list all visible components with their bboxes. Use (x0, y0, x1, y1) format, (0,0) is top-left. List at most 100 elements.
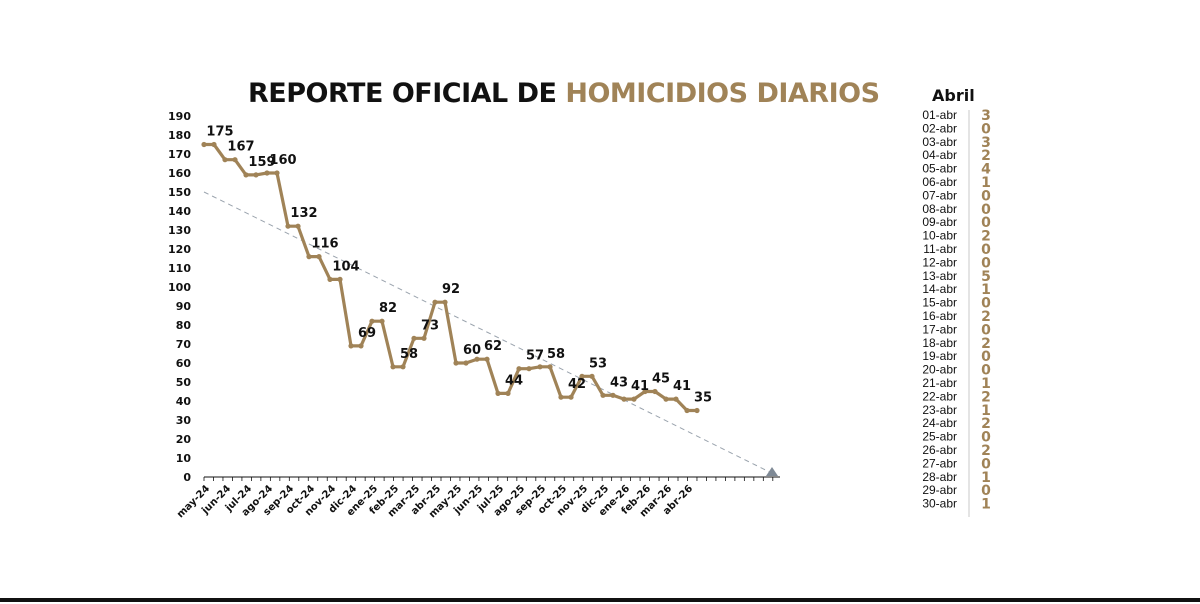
april-date: 17-abr (922, 322, 957, 336)
data-point (337, 276, 343, 282)
april-value: 3 (981, 135, 991, 151)
april-date: 22-abr (922, 389, 957, 403)
data-label: 160 (269, 153, 296, 168)
data-point (253, 172, 259, 178)
data-point (652, 388, 658, 395)
y-tick-label: 10 (176, 452, 192, 465)
april-date: 18-abr (922, 336, 957, 350)
x-axis: may-24jun-24jul-24ago-24sep-24oct-24nov-… (175, 476, 780, 520)
data-point (453, 360, 459, 366)
data-point (442, 299, 448, 305)
april-value: 0 (981, 296, 991, 312)
april-date: 27-abr (922, 456, 957, 470)
data-point (274, 170, 280, 176)
data-point (432, 299, 438, 305)
data-label: 132 (290, 206, 317, 221)
april-value: 2 (981, 336, 991, 352)
april-date: 19-abr (922, 349, 957, 363)
y-tick-label: 150 (168, 186, 191, 199)
series-layer (201, 141, 700, 414)
y-tick-label: 80 (176, 319, 192, 332)
data-point (316, 254, 322, 260)
trend-arrow-icon (766, 467, 778, 476)
y-tick-label: 190 (168, 110, 191, 123)
y-tick-label: 70 (176, 338, 192, 351)
april-value: 0 (981, 215, 991, 231)
data-label: 41 (673, 379, 691, 394)
april-date: 20-abr (922, 363, 957, 377)
april-date: 14-abr (922, 282, 957, 296)
april-value: 1 (981, 497, 991, 513)
data-point (600, 392, 606, 398)
april-value: 1 (981, 470, 991, 486)
data-label: 42 (568, 377, 586, 392)
data-label: 44 (505, 373, 523, 388)
april-date: 02-abr (922, 121, 957, 135)
data-point (484, 356, 490, 362)
april-value: 0 (981, 363, 991, 379)
data-point (694, 407, 700, 414)
april-date: 03-abr (922, 135, 957, 149)
april-date: 16-abr (922, 309, 957, 323)
data-point (201, 141, 207, 148)
data-point (495, 390, 501, 396)
april-panel-title: Abril (932, 86, 975, 105)
y-tick-label: 120 (168, 243, 191, 256)
april-value: 5 (981, 269, 991, 285)
y-tick-label: 100 (168, 281, 191, 294)
data-point (516, 366, 522, 372)
april-value: 0 (981, 483, 991, 499)
april-value: 0 (981, 430, 991, 446)
data-label: 43 (610, 375, 628, 390)
april-value: 0 (981, 121, 991, 137)
series-line (204, 142, 697, 413)
april-value: 3 (981, 108, 991, 124)
data-label: 58 (400, 347, 418, 362)
april-value: 0 (981, 188, 991, 204)
april-date: 06-abr (922, 175, 957, 189)
april-date: 04-abr (922, 148, 957, 162)
trendline-layer (203, 191, 778, 476)
data-point (390, 364, 396, 370)
data-point (222, 157, 228, 163)
data-label: 58 (547, 347, 565, 362)
april-value: 4 (981, 162, 991, 178)
april-date: 28-abr (922, 470, 957, 484)
data-label: 167 (227, 140, 254, 155)
y-tick-label: 30 (176, 414, 192, 427)
data-label: 41 (631, 379, 649, 394)
y-axis: 0 10 20 30 40 50 60 70 80 90 100 110 120 130 140 150 160… (168, 110, 191, 484)
april-value: 0 (981, 456, 991, 472)
data-point (400, 364, 406, 370)
april-value: 1 (981, 282, 991, 298)
y-tick-label: 40 (176, 395, 192, 408)
april-date: 25-abr (922, 430, 957, 444)
april-date: 08-abr (922, 202, 957, 216)
data-label: 57 (526, 349, 544, 364)
data-point (285, 223, 291, 229)
april-value: 2 (981, 416, 991, 432)
data-label: 62 (484, 339, 502, 354)
april-value: 0 (981, 349, 991, 365)
data-label: 116 (311, 237, 338, 252)
data-point (631, 396, 637, 402)
april-date: 26-abr (922, 443, 957, 457)
data-point (264, 170, 270, 176)
data-point (463, 360, 469, 366)
bottom-rule (0, 598, 1200, 602)
data-point (306, 254, 312, 260)
april-date: 01-abr (922, 108, 957, 122)
april-value: 1 (981, 376, 991, 392)
april-date: 24-abr (922, 416, 957, 430)
data-label: 69 (358, 326, 376, 341)
y-tick-label: 170 (168, 148, 191, 161)
april-date: 05-abr (922, 162, 957, 176)
data-point (558, 394, 564, 400)
data-point (243, 172, 249, 178)
data-point (505, 390, 511, 396)
april-value: 1 (981, 403, 991, 419)
april-date: 30-abr (922, 497, 957, 511)
data-label: 53 (589, 356, 607, 371)
